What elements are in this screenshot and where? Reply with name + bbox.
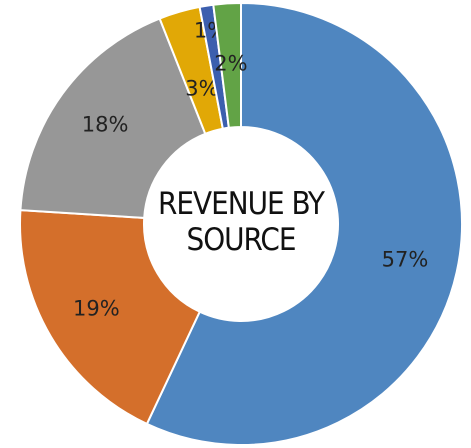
donut-slice — [19, 17, 207, 219]
donut-slice — [145, 1, 463, 446]
data-label: 19% — [73, 297, 120, 321]
donut-slice — [19, 209, 202, 426]
data-label: 57% — [382, 248, 429, 272]
data-label: 18% — [82, 112, 129, 136]
data-label: 2% — [214, 51, 247, 75]
chart-title: REVENUE BY SOURCE — [158, 186, 325, 258]
donut-slice — [212, 1, 242, 129]
